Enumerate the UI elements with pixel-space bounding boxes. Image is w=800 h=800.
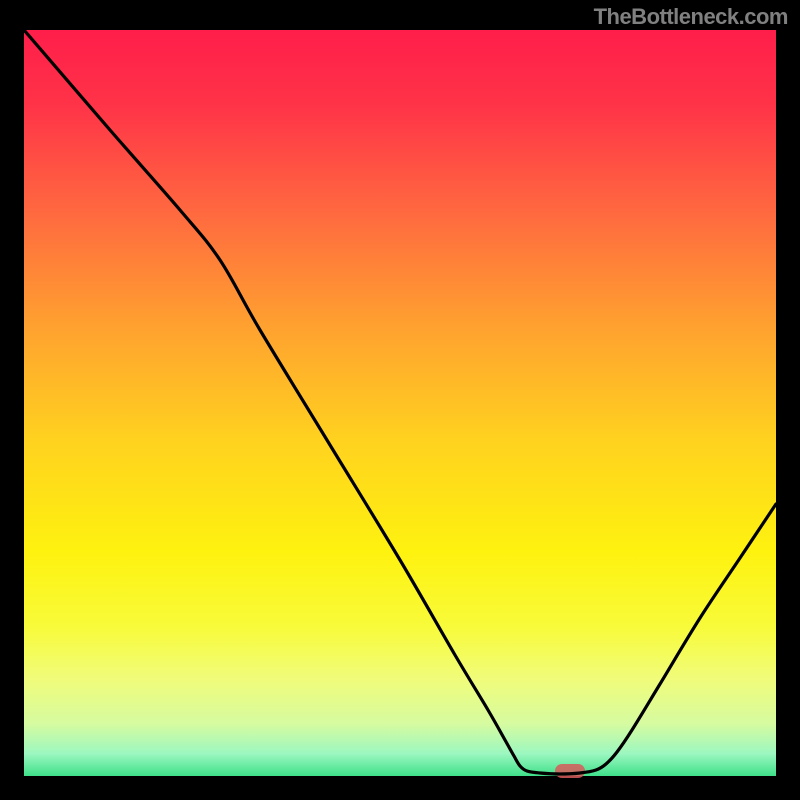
chart-background-gradient	[24, 30, 776, 776]
optimal-point-marker	[555, 764, 585, 778]
chart-container: TheBottleneck.com	[0, 0, 800, 800]
watermark-text: TheBottleneck.com	[594, 4, 788, 30]
bottleneck-chart	[0, 0, 800, 800]
